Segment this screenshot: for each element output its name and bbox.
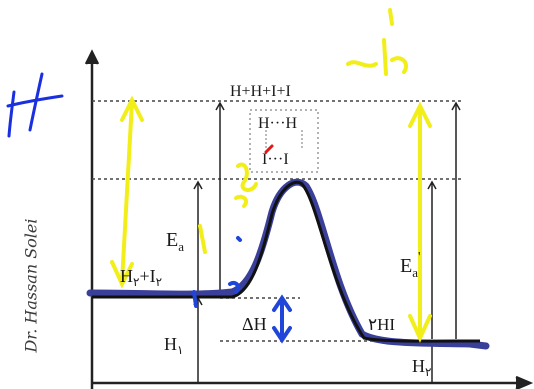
top-left-arrow	[215, 101, 225, 111]
handwritten-h-mark	[6, 72, 64, 138]
energy-curve-black	[92, 181, 481, 343]
label-ea: Ea	[166, 229, 184, 254]
label-complex-top: H···H	[258, 115, 298, 132]
yellow-right-arrow-head-bottom	[408, 314, 432, 343]
label-h1: H۱	[164, 334, 183, 357]
blue-marker-accents	[192, 236, 292, 344]
label-reactants: H۲+I۲	[120, 266, 162, 289]
delta-h-arrow-head-bottom	[272, 326, 292, 344]
blue-dot	[236, 236, 242, 242]
right-top-arrow	[451, 101, 461, 111]
yellow-left-arrow-shaft	[120, 100, 134, 284]
ea-reverse-arrow-top	[427, 180, 437, 190]
delta-h-arrow-head-top	[272, 294, 292, 312]
blue-squiggle-left	[192, 281, 241, 308]
label-complex-bottom: I···I	[262, 151, 289, 168]
label-h2: H۲	[412, 356, 431, 379]
yellow-right-arrow-head-top	[408, 101, 432, 128]
yellow-highlight-arrows	[110, 8, 432, 343]
label-top: H+H+I+I	[230, 83, 291, 100]
label-product: ۲HI	[368, 315, 395, 334]
label-ea-reverse: Ea'	[400, 250, 421, 280]
yellow-top-right-scribble	[346, 8, 409, 76]
axes	[84, 49, 534, 389]
red-marker-accent	[264, 144, 274, 154]
label-delta-h: ΔH	[242, 314, 267, 334]
x-axis-arrow	[515, 375, 534, 389]
ea-arrow-top	[193, 180, 203, 190]
yellow-left-arrow-head-top	[120, 95, 144, 122]
yellow-ea-mark	[198, 224, 207, 254]
measurement-lines	[193, 101, 461, 383]
yellow-left-arrow-head-bottom	[110, 260, 134, 289]
yellow-peak-scribble	[234, 162, 258, 208]
y-axis-arrow	[84, 49, 100, 65]
